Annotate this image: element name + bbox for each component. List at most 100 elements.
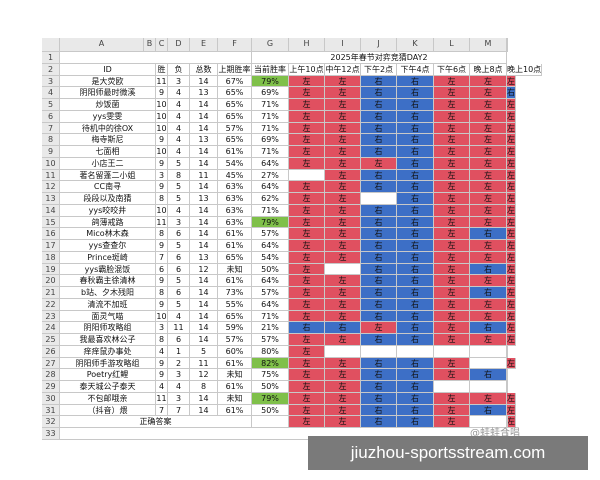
losses[interactable]: 5 [168, 298, 190, 311]
pick-cell[interactable]: 左 [289, 298, 325, 311]
pick-cell[interactable]: 左 [470, 298, 507, 311]
pick-cell[interactable]: 左 [434, 110, 470, 123]
player-id[interactable]: yys雯雯 [60, 110, 156, 123]
pick-cell[interactable]: 右 [397, 110, 434, 123]
answer-cell[interactable] [507, 416, 508, 428]
wins[interactable]: 3 [156, 322, 168, 334]
player-id[interactable]: 炒饭菌 [60, 99, 156, 111]
total[interactable]: 14 [190, 275, 218, 287]
row-header-4[interactable]: 4 [42, 87, 60, 99]
pick-cell[interactable] [507, 381, 508, 393]
site-url-banner[interactable]: jiuzhou-sportsstream.com [308, 436, 588, 470]
total[interactable]: 14 [190, 404, 218, 417]
column-header-d[interactable]: D [168, 38, 190, 52]
pick-cell[interactable]: 右 [361, 75, 397, 88]
pick-cell[interactable]: 左 [289, 204, 325, 217]
pick-cell[interactable]: 右 [397, 287, 434, 299]
answer-rate[interactable] [252, 416, 289, 428]
pick-cell[interactable]: 右 [361, 204, 397, 217]
pick-cell[interactable] [361, 193, 397, 205]
header-12[interactable]: 晚上10点 [507, 63, 543, 76]
pick-cell[interactable]: 右 [470, 287, 507, 299]
prev-rate[interactable]: 63% [218, 204, 252, 217]
pick-cell[interactable]: 左 [507, 110, 516, 123]
pick-cell[interactable]: 右 [361, 134, 397, 146]
losses[interactable]: 5 [168, 275, 190, 287]
total[interactable]: 14 [190, 298, 218, 311]
pick-cell[interactable]: 左 [289, 310, 325, 323]
pick-cell[interactable]: 左 [325, 216, 361, 229]
losses[interactable]: 3 [168, 216, 190, 229]
player-id[interactable]: 梅寺斯尼 [60, 134, 156, 146]
player-id[interactable]: 阴阳师手游攻略组 [60, 357, 156, 370]
current-rate[interactable]: 64% [252, 275, 289, 287]
prev-rate[interactable]: 未知 [218, 369, 252, 381]
losses[interactable]: 6 [168, 334, 190, 346]
prev-rate[interactable]: 65% [218, 110, 252, 123]
pick-cell[interactable]: 右 [397, 87, 434, 99]
header-9[interactable]: 下午4点 [397, 63, 434, 76]
header-7[interactable]: 中午12点 [325, 63, 361, 76]
pick-cell[interactable]: 左 [470, 334, 507, 346]
row-header-10[interactable]: 10 [42, 157, 60, 170]
pick-cell[interactable]: 左 [470, 275, 507, 287]
pick-cell[interactable]: 左 [289, 345, 325, 358]
pick-cell[interactable]: 左 [507, 251, 516, 264]
pick-cell[interactable]: 左 [289, 146, 325, 158]
prev-rate[interactable]: 55% [218, 298, 252, 311]
pick-cell[interactable]: 右 [397, 298, 434, 311]
losses[interactable]: 4 [168, 310, 190, 323]
prev-rate[interactable]: 45% [218, 169, 252, 182]
prev-rate[interactable]: 57% [218, 334, 252, 346]
pick-cell[interactable]: 右 [361, 334, 397, 346]
column-header-l[interactable]: L [434, 38, 470, 52]
pick-cell[interactable]: 左 [325, 381, 361, 393]
row-header-25[interactable]: 25 [42, 334, 60, 346]
row-header-23[interactable]: 23 [42, 310, 60, 323]
pick-cell[interactable]: 左 [470, 134, 507, 146]
current-rate[interactable]: 71% [252, 146, 289, 158]
player-id[interactable]: Poetry红鲤 [60, 369, 156, 381]
pick-cell[interactable]: 右 [361, 146, 397, 158]
pick-cell[interactable]: 左 [434, 87, 470, 99]
current-rate[interactable]: 50% [252, 263, 289, 276]
pick-cell[interactable]: 左 [507, 275, 516, 287]
pick-cell[interactable]: 左 [507, 169, 516, 182]
total[interactable]: 14 [190, 216, 218, 229]
pick-cell[interactable] [434, 345, 470, 358]
pick-cell[interactable]: 右 [361, 357, 397, 370]
sheet-title[interactable]: 2025年春节对弈竞猜DAY2 [252, 52, 507, 64]
pick-cell[interactable]: 左 [470, 204, 507, 217]
total[interactable]: 14 [190, 287, 218, 299]
pick-cell[interactable]: 右 [361, 251, 397, 264]
wins[interactable]: 10 [156, 99, 168, 111]
player-id[interactable]: yys咬咬井 [60, 204, 156, 217]
column-header-h[interactable]: H [289, 38, 325, 52]
row-header-8[interactable]: 8 [42, 134, 60, 146]
pick-cell[interactable]: 左 [289, 275, 325, 287]
wins[interactable]: 4 [156, 345, 168, 358]
row-header-7[interactable]: 7 [42, 122, 60, 135]
wins[interactable]: 7 [156, 251, 168, 264]
current-rate[interactable]: 75% [252, 369, 289, 381]
pick-cell[interactable]: 左 [470, 146, 507, 158]
pick-cell[interactable]: 左 [434, 322, 470, 334]
pick-cell[interactable]: 左 [507, 263, 516, 276]
current-rate[interactable]: 82% [252, 357, 289, 370]
pick-cell[interactable]: 左 [507, 310, 516, 323]
pick-cell[interactable]: 左 [289, 404, 325, 417]
header-2[interactable]: 负 [168, 63, 190, 76]
pick-cell[interactable]: 左 [289, 193, 325, 205]
player-id[interactable]: Mico林木森 [60, 228, 156, 240]
pick-cell[interactable]: 左 [434, 204, 470, 217]
pick-cell[interactable]: 左 [434, 310, 470, 323]
pick-cell[interactable]: 右 [397, 181, 434, 193]
pick-cell[interactable]: 左 [325, 334, 361, 346]
answer-cell[interactable]: 左 [434, 416, 470, 428]
pick-cell[interactable]: 左 [507, 322, 516, 334]
pick-cell[interactable]: 左 [434, 369, 470, 381]
losses[interactable]: 4 [168, 204, 190, 217]
player-id[interactable]: 泰天城公子泰天 [60, 381, 156, 393]
pick-cell[interactable]: 右 [397, 392, 434, 405]
losses[interactable]: 5 [168, 157, 190, 170]
